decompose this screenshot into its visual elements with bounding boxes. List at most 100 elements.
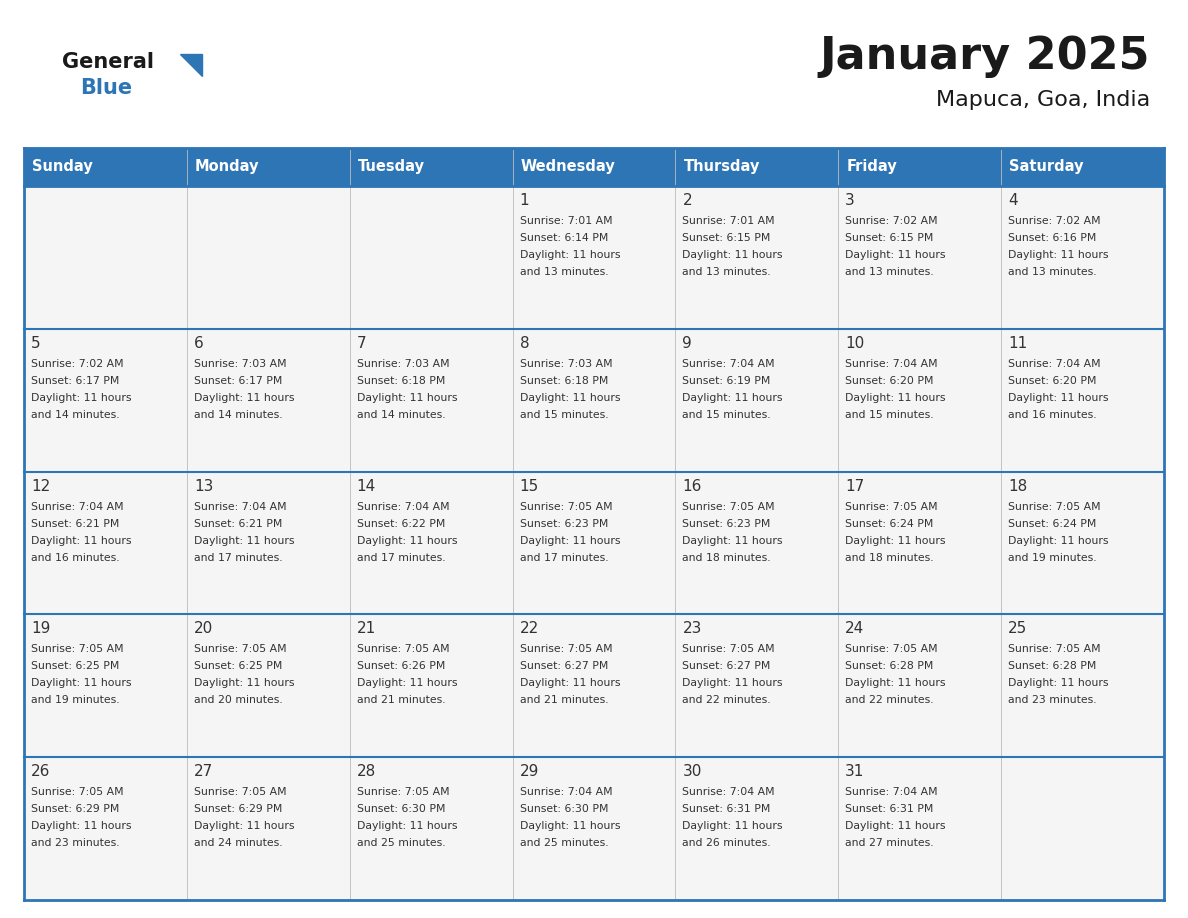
Text: and 15 minutes.: and 15 minutes. [682,409,771,420]
Text: Sunrise: 7:05 AM: Sunrise: 7:05 AM [31,644,124,655]
Bar [676,148,839,186]
Text: and 23 minutes.: and 23 minutes. [31,838,120,848]
Text: Sunset: 6:20 PM: Sunset: 6:20 PM [846,375,934,386]
Text: Daylight: 11 hours: Daylight: 11 hours [519,250,620,260]
Text: Daylight: 11 hours: Daylight: 11 hours [519,822,620,831]
Text: Sunset: 6:25 PM: Sunset: 6:25 PM [194,661,283,671]
Bar [512,614,676,757]
Text: 11: 11 [1009,336,1028,351]
Bar [1001,148,1164,186]
Bar [839,186,1001,329]
Bar [187,614,349,757]
Text: Daylight: 11 hours: Daylight: 11 hours [846,250,946,260]
Bar [1001,614,1164,757]
Text: Daylight: 11 hours: Daylight: 11 hours [682,535,783,545]
Text: Sunrise: 7:02 AM: Sunrise: 7:02 AM [31,359,124,369]
Text: Daylight: 11 hours: Daylight: 11 hours [356,822,457,831]
Text: Daylight: 11 hours: Daylight: 11 hours [519,393,620,403]
Text: Daylight: 11 hours: Daylight: 11 hours [1009,393,1108,403]
Text: Daylight: 11 hours: Daylight: 11 hours [356,678,457,688]
Bar [839,472,1001,614]
Text: Sunrise: 7:05 AM: Sunrise: 7:05 AM [519,644,612,655]
Text: Sunrise: 7:05 AM: Sunrise: 7:05 AM [682,644,775,655]
Text: Sunset: 6:14 PM: Sunset: 6:14 PM [519,233,608,243]
Text: Monday: Monday [195,160,259,174]
Bar [1001,186,1164,329]
Text: 20: 20 [194,621,213,636]
Text: Sunset: 6:21 PM: Sunset: 6:21 PM [31,519,119,529]
Text: and 13 minutes.: and 13 minutes. [846,267,934,277]
Text: Sunrise: 7:04 AM: Sunrise: 7:04 AM [682,359,775,369]
Text: Sunrise: 7:04 AM: Sunrise: 7:04 AM [194,501,286,511]
Bar [676,757,839,900]
Text: 25: 25 [1009,621,1028,636]
Text: and 16 minutes.: and 16 minutes. [1009,409,1097,420]
Text: Daylight: 11 hours: Daylight: 11 hours [519,678,620,688]
Text: 28: 28 [356,764,375,779]
Text: Sunset: 6:16 PM: Sunset: 6:16 PM [1009,233,1097,243]
Text: and 23 minutes.: and 23 minutes. [1009,696,1097,705]
Text: 31: 31 [846,764,865,779]
Text: Sunset: 6:18 PM: Sunset: 6:18 PM [519,375,608,386]
Text: Sunrise: 7:04 AM: Sunrise: 7:04 AM [846,788,937,797]
Text: Sunrise: 7:05 AM: Sunrise: 7:05 AM [1009,501,1101,511]
Text: and 18 minutes.: and 18 minutes. [682,553,771,563]
Bar [839,329,1001,472]
Text: Friday: Friday [846,160,897,174]
Text: Daylight: 11 hours: Daylight: 11 hours [682,822,783,831]
Bar [676,186,839,329]
Text: Daylight: 11 hours: Daylight: 11 hours [1009,535,1108,545]
Text: Sunset: 6:28 PM: Sunset: 6:28 PM [1009,661,1097,671]
Text: 29: 29 [519,764,539,779]
Text: Sunset: 6:18 PM: Sunset: 6:18 PM [356,375,446,386]
Bar [839,148,1001,186]
Text: Daylight: 11 hours: Daylight: 11 hours [1009,678,1108,688]
Text: and 15 minutes.: and 15 minutes. [519,409,608,420]
Text: Sunset: 6:29 PM: Sunset: 6:29 PM [31,804,119,814]
Bar [187,329,349,472]
Text: Daylight: 11 hours: Daylight: 11 hours [682,393,783,403]
Text: and 14 minutes.: and 14 minutes. [31,409,120,420]
Text: 6: 6 [194,336,203,351]
Text: Sunrise: 7:01 AM: Sunrise: 7:01 AM [682,216,775,226]
Text: Daylight: 11 hours: Daylight: 11 hours [846,678,946,688]
Text: Sunset: 6:19 PM: Sunset: 6:19 PM [682,375,771,386]
Text: Sunrise: 7:03 AM: Sunrise: 7:03 AM [194,359,286,369]
Text: Sunset: 6:23 PM: Sunset: 6:23 PM [519,519,608,529]
Text: Sunrise: 7:05 AM: Sunrise: 7:05 AM [846,644,937,655]
Text: Daylight: 11 hours: Daylight: 11 hours [519,535,620,545]
Text: Daylight: 11 hours: Daylight: 11 hours [194,535,295,545]
Text: Daylight: 11 hours: Daylight: 11 hours [31,822,132,831]
Text: Tuesday: Tuesday [358,160,425,174]
Text: Sunrise: 7:04 AM: Sunrise: 7:04 AM [1009,359,1101,369]
Text: Sunset: 6:23 PM: Sunset: 6:23 PM [682,519,771,529]
Text: Daylight: 11 hours: Daylight: 11 hours [1009,250,1108,260]
Text: Sunset: 6:29 PM: Sunset: 6:29 PM [194,804,283,814]
Text: and 22 minutes.: and 22 minutes. [846,696,934,705]
Bar [24,329,187,472]
Text: Sunrise: 7:04 AM: Sunrise: 7:04 AM [31,501,124,511]
Text: 19: 19 [31,621,50,636]
Bar [839,614,1001,757]
Text: Sunset: 6:28 PM: Sunset: 6:28 PM [846,661,934,671]
Text: Blue: Blue [80,78,132,98]
Text: Sunrise: 7:05 AM: Sunrise: 7:05 AM [846,501,937,511]
Bar [187,757,349,900]
Bar [24,186,187,329]
Bar [349,186,512,329]
Text: 8: 8 [519,336,529,351]
Bar [676,329,839,472]
Text: and 14 minutes.: and 14 minutes. [356,409,446,420]
Text: Sunset: 6:27 PM: Sunset: 6:27 PM [519,661,608,671]
Text: Daylight: 11 hours: Daylight: 11 hours [356,393,457,403]
Bar [1001,472,1164,614]
Text: 13: 13 [194,478,213,494]
Text: and 14 minutes.: and 14 minutes. [194,409,283,420]
Text: Sunrise: 7:05 AM: Sunrise: 7:05 AM [1009,644,1101,655]
Bar [349,614,512,757]
Text: Daylight: 11 hours: Daylight: 11 hours [356,535,457,545]
Text: 14: 14 [356,478,375,494]
Text: Sunrise: 7:04 AM: Sunrise: 7:04 AM [519,788,612,797]
Text: 24: 24 [846,621,865,636]
Text: Sunset: 6:25 PM: Sunset: 6:25 PM [31,661,119,671]
